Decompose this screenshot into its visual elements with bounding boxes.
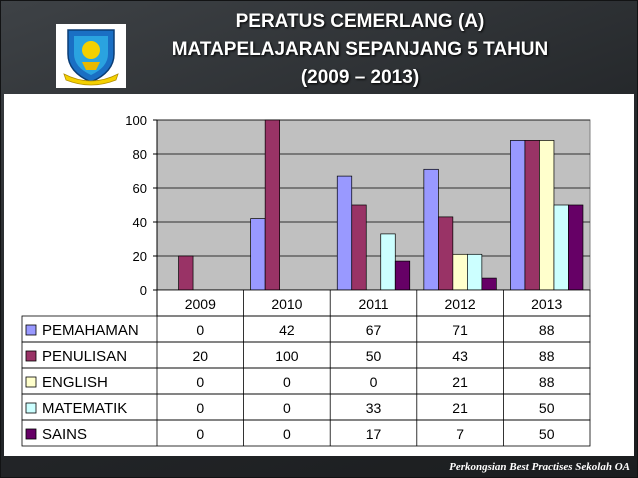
legend-label: SAINS (42, 426, 87, 443)
x-category-label: 2011 (358, 296, 388, 312)
bar (264, 119, 280, 291)
bar (510, 140, 526, 291)
legend-swatch (25, 402, 37, 414)
bar (250, 218, 266, 291)
bar-chart: 0 20 40 60 80 100 2009 2010 2011 2012 2013 PEMAHAMA… (21, 113, 591, 447)
table-value: 0 (196, 322, 204, 338)
bar (178, 255, 194, 291)
table-value: 0 (196, 374, 204, 390)
bar (351, 204, 367, 291)
table-value: 100 (275, 348, 299, 364)
y-tick-label: 100 (125, 113, 147, 128)
table-row (21, 419, 591, 447)
table-value: 20 (193, 348, 209, 364)
slide-title-line-3: (2009 – 2013) (300, 67, 420, 88)
bar (438, 216, 454, 291)
table-value: 88 (539, 374, 555, 390)
table-value: 0 (283, 374, 291, 390)
table-value: 0 (196, 400, 204, 416)
legend-swatch (25, 428, 37, 440)
table-value: 0 (370, 374, 378, 390)
chart-panel: 0 20 40 60 80 100 2009 2010 2011 2012 2013 PEMAHAMA… (4, 94, 634, 456)
x-category-label: 2012 (445, 296, 476, 312)
x-category-label: 2013 (531, 296, 562, 312)
y-tick-label: 20 (133, 249, 147, 264)
legend-label: PENULISAN (42, 348, 127, 365)
table-value: 50 (539, 400, 555, 416)
bar (452, 253, 468, 291)
legend-label: MATEMATIK (42, 400, 127, 417)
x-category-label: 2010 (271, 296, 302, 312)
bar (568, 204, 584, 291)
table-value: 0 (283, 400, 291, 416)
table-value: 21 (452, 374, 468, 390)
table-value: 88 (539, 322, 555, 338)
table-value: 0 (196, 426, 204, 442)
y-tick-label: 0 (140, 283, 147, 298)
table-value: 17 (366, 426, 382, 442)
legend-swatch (25, 324, 37, 336)
table-value: 43 (452, 348, 468, 364)
school-crest-icon (56, 24, 126, 88)
bar (553, 204, 569, 291)
bar (336, 175, 353, 291)
table-value: 67 (366, 322, 382, 338)
bar (394, 260, 411, 291)
bar (524, 140, 540, 291)
bar (481, 277, 497, 291)
slide-title-line-2: MATAPELAJARAN SEPANJANG 5 TAHUN (171, 39, 549, 60)
legend-swatch (25, 350, 37, 362)
table-value: 42 (279, 322, 295, 338)
table-value: 50 (539, 426, 555, 442)
bar (539, 140, 555, 291)
bar (467, 253, 483, 291)
table-value: 0 (283, 426, 291, 442)
legend-swatch (25, 376, 37, 388)
table-value: 7 (456, 426, 464, 442)
table-value: 33 (366, 400, 382, 416)
table-value: 71 (452, 322, 468, 338)
slide-title-line-1: PERATUS CEMERLANG (A) (235, 11, 485, 32)
legend-label: ENGLISH (42, 374, 108, 391)
y-tick-label: 60 (133, 181, 147, 196)
y-tick-label: 40 (133, 215, 147, 230)
bar (380, 233, 396, 291)
legend-label: PEMAHAMAN (42, 322, 139, 339)
table-value: 88 (539, 348, 555, 364)
table-value: 21 (452, 400, 468, 416)
table-value: 50 (366, 348, 382, 364)
y-tick-label: 80 (133, 147, 147, 162)
footer-caption: Perkongsian Best Practises Sekolah OA (449, 461, 630, 473)
x-category-label: 2009 (185, 296, 216, 312)
bar (423, 168, 439, 291)
